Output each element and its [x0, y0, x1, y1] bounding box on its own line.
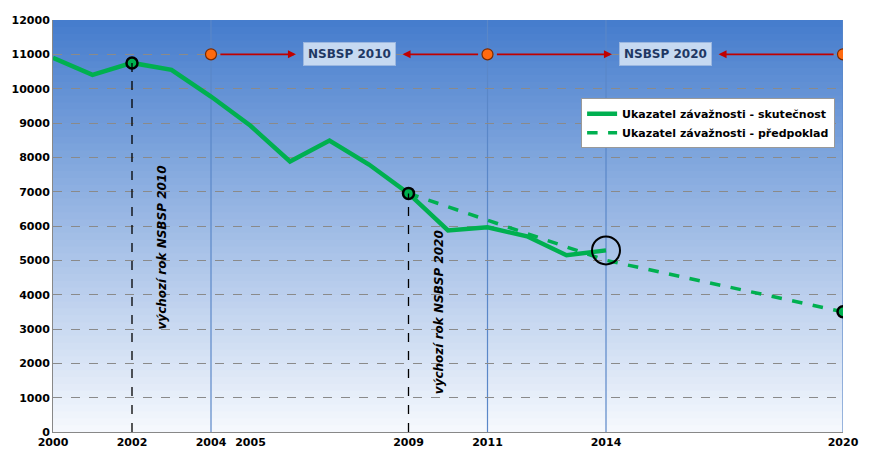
svg-text:výchozí rok NSBSP 2010: výchozí rok NSBSP 2010	[155, 165, 169, 329]
svg-text:2005: 2005	[235, 436, 266, 449]
svg-text:2000: 2000	[38, 436, 69, 449]
svg-text:2020: 2020	[828, 436, 859, 449]
svg-text:1000: 1000	[19, 392, 50, 405]
svg-text:2009: 2009	[393, 436, 424, 449]
svg-text:8000: 8000	[19, 151, 50, 164]
svg-text:7000: 7000	[19, 186, 50, 199]
svg-text:2011: 2011	[472, 436, 503, 449]
svg-text:výchozí rok NSBSP 2020: výchozí rok NSBSP 2020	[432, 230, 446, 394]
svg-text:Ukazatel závažnosti - skutečno: Ukazatel závažnosti - skutečnost	[622, 108, 826, 121]
svg-text:2002: 2002	[117, 436, 148, 449]
svg-text:4000: 4000	[19, 289, 50, 302]
svg-text:5000: 5000	[19, 254, 50, 267]
svg-text:NSBSP 2020: NSBSP 2020	[624, 47, 707, 61]
svg-text:3000: 3000	[19, 323, 50, 336]
svg-text:6000: 6000	[19, 220, 50, 233]
svg-text:9000: 9000	[19, 117, 50, 130]
svg-text:12000: 12000	[12, 14, 51, 27]
svg-text:NSBSP 2010: NSBSP 2010	[308, 47, 391, 61]
svg-text:0: 0	[42, 426, 50, 439]
svg-text:2004: 2004	[196, 436, 227, 449]
svg-text:Ukazatel závažnosti - předpokl: Ukazatel závažnosti - předpoklad	[622, 127, 828, 140]
svg-text:2014: 2014	[591, 436, 622, 449]
svg-text:11000: 11000	[12, 48, 51, 61]
svg-text:2000: 2000	[19, 357, 50, 370]
svg-text:10000: 10000	[12, 83, 51, 96]
